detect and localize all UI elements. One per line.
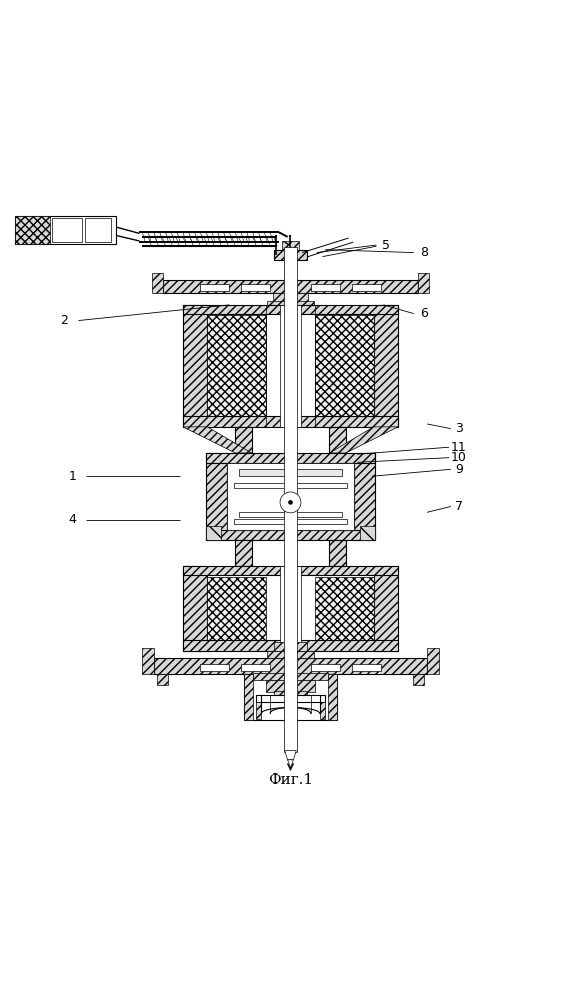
Bar <box>183 417 398 427</box>
Bar <box>280 566 301 650</box>
Bar <box>234 519 347 523</box>
Text: 5: 5 <box>382 239 390 252</box>
Bar <box>200 284 229 291</box>
Bar <box>256 701 261 719</box>
Bar <box>206 453 375 464</box>
Polygon shape <box>183 427 252 453</box>
Bar <box>206 525 221 540</box>
Bar <box>274 641 307 650</box>
Bar <box>244 673 337 720</box>
Bar <box>311 664 340 671</box>
Bar <box>244 673 253 720</box>
Bar <box>280 305 301 427</box>
Bar <box>360 525 375 540</box>
Bar <box>427 647 439 673</box>
Text: 4: 4 <box>69 513 77 526</box>
Circle shape <box>280 492 301 512</box>
Bar <box>142 647 154 673</box>
Bar <box>15 216 50 244</box>
Bar <box>154 657 427 673</box>
Bar <box>418 273 429 294</box>
Text: 9: 9 <box>455 463 463 476</box>
Bar <box>85 219 111 242</box>
Text: 2: 2 <box>60 314 68 327</box>
Bar <box>352 284 381 291</box>
Polygon shape <box>288 760 293 768</box>
Bar <box>235 540 252 566</box>
Bar <box>183 566 398 575</box>
Bar <box>352 664 381 671</box>
Bar <box>183 566 207 650</box>
Bar <box>183 640 398 650</box>
Bar <box>239 470 342 477</box>
Polygon shape <box>285 750 296 760</box>
Text: Фиг.1: Фиг.1 <box>268 772 313 786</box>
Bar <box>241 284 270 291</box>
Bar <box>315 576 374 640</box>
Bar <box>284 247 297 752</box>
Text: 8: 8 <box>420 246 428 259</box>
Bar <box>235 427 252 453</box>
Bar <box>320 701 325 719</box>
Bar <box>354 453 375 540</box>
Bar <box>183 305 207 427</box>
Bar <box>200 664 229 671</box>
Bar <box>15 216 116 244</box>
Bar <box>328 673 337 720</box>
Bar <box>239 512 342 516</box>
Bar <box>163 281 418 294</box>
Bar <box>311 284 340 291</box>
Bar <box>52 219 83 242</box>
Bar <box>374 566 398 650</box>
Text: 7: 7 <box>455 500 463 512</box>
Text: 11: 11 <box>451 441 467 454</box>
Bar <box>206 453 227 540</box>
Bar <box>273 294 308 302</box>
Bar <box>266 679 315 692</box>
Bar <box>374 305 398 427</box>
Bar <box>207 316 266 417</box>
Bar <box>413 673 424 685</box>
Bar <box>227 464 354 529</box>
Bar <box>329 427 346 453</box>
Bar <box>206 529 375 540</box>
Bar <box>256 694 325 701</box>
Text: 10: 10 <box>451 452 467 465</box>
Bar <box>183 305 398 314</box>
Text: 6: 6 <box>420 307 428 320</box>
Circle shape <box>288 500 293 504</box>
Bar <box>253 672 328 679</box>
Bar <box>274 691 307 697</box>
Bar <box>274 250 307 260</box>
Bar <box>329 540 346 566</box>
Bar <box>282 241 299 250</box>
Bar <box>241 664 270 671</box>
Bar <box>207 576 266 640</box>
Bar <box>315 316 374 417</box>
Polygon shape <box>329 427 398 453</box>
Text: 3: 3 <box>455 423 463 436</box>
Text: 1: 1 <box>69 470 77 483</box>
Bar <box>152 273 163 294</box>
Bar <box>267 301 314 308</box>
Bar <box>267 650 314 657</box>
Bar <box>234 484 347 488</box>
Bar <box>157 673 168 685</box>
